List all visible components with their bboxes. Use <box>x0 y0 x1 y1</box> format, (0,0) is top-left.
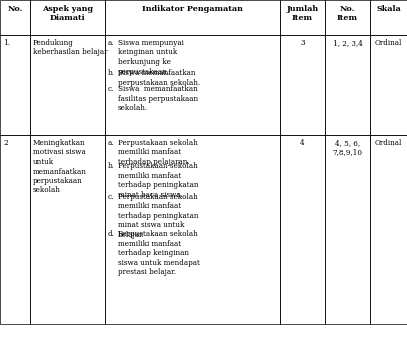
Bar <box>325 35 370 135</box>
Text: Perpustakaan sekolah
memiliki manfaat
terhadap peningkatan
minat siswa untuk
bel: Perpustakaan sekolah memiliki manfaat te… <box>118 192 199 239</box>
Text: Meningkatkan
motivasi siswa
untuk
memanfaatkan
perpustakaan
sekolah: Meningkatkan motivasi siswa untuk memanf… <box>33 139 87 195</box>
Text: Siswa mempunyai
keinginan untuk
berkunjung ke
perpustakaan.: Siswa mempunyai keinginan untuk berkunju… <box>118 39 184 75</box>
Bar <box>280 135 325 324</box>
Bar <box>30 135 105 324</box>
Text: 1.: 1. <box>3 39 10 47</box>
Text: Pendukung
keberhasilan belajar: Pendukung keberhasilan belajar <box>33 39 107 56</box>
Bar <box>105 35 280 135</box>
Bar <box>280 0 325 35</box>
Text: Siswa  memanfaatkan
fasilitas perpustakaan
sekolah.: Siswa memanfaatkan fasilitas perpustakaa… <box>118 85 198 112</box>
Bar <box>370 135 407 324</box>
Text: c.: c. <box>108 192 114 201</box>
Text: Indikator Pengamatan: Indikator Pengamatan <box>142 5 243 13</box>
Text: No.: No. <box>7 5 23 13</box>
Bar <box>105 135 280 324</box>
Text: c.: c. <box>108 85 114 93</box>
Bar <box>0 35 30 135</box>
Text: No.
Item: No. Item <box>337 5 358 22</box>
Text: Perpustakaan sekolah
memiliki manfaat
terhadap pelajaran.: Perpustakaan sekolah memiliki manfaat te… <box>118 139 198 166</box>
Text: Ordinal: Ordinal <box>375 39 402 47</box>
Text: 2: 2 <box>3 139 8 147</box>
Text: Perpustakaan sekolah
memiliki manfaat
terhadap keinginan
siswa untuk mendapat
pr: Perpustakaan sekolah memiliki manfaat te… <box>118 230 200 276</box>
Bar <box>30 35 105 135</box>
Text: d.: d. <box>108 230 115 238</box>
Bar <box>325 0 370 35</box>
Bar <box>0 135 30 324</box>
Text: b.: b. <box>108 162 115 170</box>
Text: 3: 3 <box>300 39 305 47</box>
Text: Skala: Skala <box>376 5 401 13</box>
Bar <box>325 135 370 324</box>
Bar <box>370 0 407 35</box>
Text: Perpustakaan sekolah
memiliki manfaat
terhadap peningkatan
minat baca siswa.: Perpustakaan sekolah memiliki manfaat te… <box>118 162 199 199</box>
Text: a.: a. <box>108 39 114 47</box>
Bar <box>0 0 30 35</box>
Text: b.: b. <box>108 70 115 78</box>
Text: Jumlah
Item: Jumlah Item <box>287 5 319 22</box>
Text: Siswa memanfaatkan
perpustakaan sekolah.: Siswa memanfaatkan perpustakaan sekolah. <box>118 70 200 87</box>
Bar <box>280 35 325 135</box>
Text: 4, 5, 6,
7,8,9,10: 4, 5, 6, 7,8,9,10 <box>333 139 363 157</box>
Text: Aspek yang
Diamati: Aspek yang Diamati <box>42 5 93 22</box>
Text: 4: 4 <box>300 139 305 147</box>
Bar <box>370 35 407 135</box>
Bar <box>30 0 105 35</box>
Text: 1, 2, 3,4: 1, 2, 3,4 <box>333 39 362 47</box>
Text: a.: a. <box>108 139 114 147</box>
Bar <box>105 0 280 35</box>
Text: Ordinal: Ordinal <box>375 139 402 147</box>
